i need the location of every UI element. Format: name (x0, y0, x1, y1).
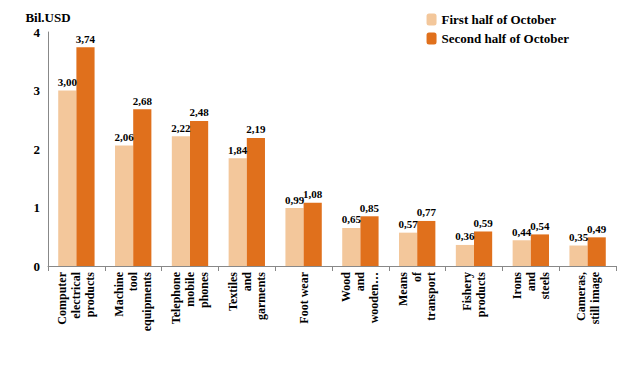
svg-text:Second half of October: Second half of October (442, 31, 570, 46)
svg-text:1,84: 1,84 (228, 144, 248, 156)
svg-text:0,44: 0,44 (512, 226, 532, 238)
svg-text:2,06: 2,06 (114, 131, 134, 143)
svg-text:0,35: 0,35 (569, 231, 589, 243)
svg-text:Computer: Computer (55, 271, 69, 324)
svg-text:3,74: 3,74 (76, 33, 96, 45)
svg-text:Bil.USD: Bil.USD (25, 10, 70, 25)
svg-text:Irons: Irons (510, 272, 524, 299)
svg-text:Foot wear: Foot wear (297, 271, 311, 323)
svg-text:0,99: 0,99 (285, 194, 305, 206)
svg-text:0,59: 0,59 (473, 217, 493, 229)
svg-text:garments: garments (254, 272, 268, 320)
svg-text:and: and (524, 272, 538, 292)
svg-text:wooden…: wooden… (367, 272, 381, 323)
svg-text:mobile: mobile (183, 271, 197, 306)
svg-text:0,85: 0,85 (360, 202, 380, 214)
svg-text:still image: still image (588, 271, 602, 324)
svg-text:1: 1 (34, 200, 41, 215)
svg-text:Cameras,: Cameras, (574, 272, 588, 321)
svg-text:0,77: 0,77 (417, 206, 437, 218)
svg-text:First half of October: First half of October (442, 12, 557, 27)
svg-text:products: products (474, 272, 488, 317)
svg-text:transport: transport (424, 272, 438, 321)
svg-text:products: products (83, 272, 97, 317)
svg-text:Machine: Machine (112, 271, 126, 316)
svg-text:Wood: Wood (339, 272, 353, 302)
svg-text:2,48: 2,48 (189, 106, 209, 118)
svg-text:3,00: 3,00 (58, 76, 78, 88)
svg-text:steels: steels (538, 272, 552, 300)
svg-text:4: 4 (34, 25, 41, 40)
svg-text:equipments: equipments (140, 272, 154, 332)
svg-text:0,65: 0,65 (342, 213, 362, 225)
svg-text:3: 3 (34, 83, 41, 98)
svg-text:2,22: 2,22 (171, 122, 191, 134)
svg-text:electrical: electrical (69, 271, 83, 318)
svg-text:of: of (410, 271, 424, 282)
svg-text:phones: phones (197, 272, 211, 308)
svg-text:2,19: 2,19 (246, 123, 266, 135)
svg-text:Textiles: Textiles (226, 272, 240, 311)
svg-text:1,08: 1,08 (303, 188, 323, 200)
svg-text:0,57: 0,57 (398, 218, 418, 230)
svg-text:tool: tool (126, 271, 140, 291)
svg-text:0,54: 0,54 (530, 220, 550, 232)
svg-text:Fishery: Fishery (460, 272, 474, 311)
svg-text:2,68: 2,68 (133, 95, 153, 107)
svg-text:0: 0 (34, 259, 41, 274)
svg-text:and: and (353, 272, 367, 292)
svg-text:0,49: 0,49 (587, 223, 607, 235)
svg-text:0,36: 0,36 (455, 230, 475, 242)
svg-text:2: 2 (34, 142, 41, 157)
svg-text:Means: Means (396, 272, 410, 306)
svg-text:Telephone: Telephone (169, 271, 183, 324)
svg-text:and: and (240, 272, 254, 292)
